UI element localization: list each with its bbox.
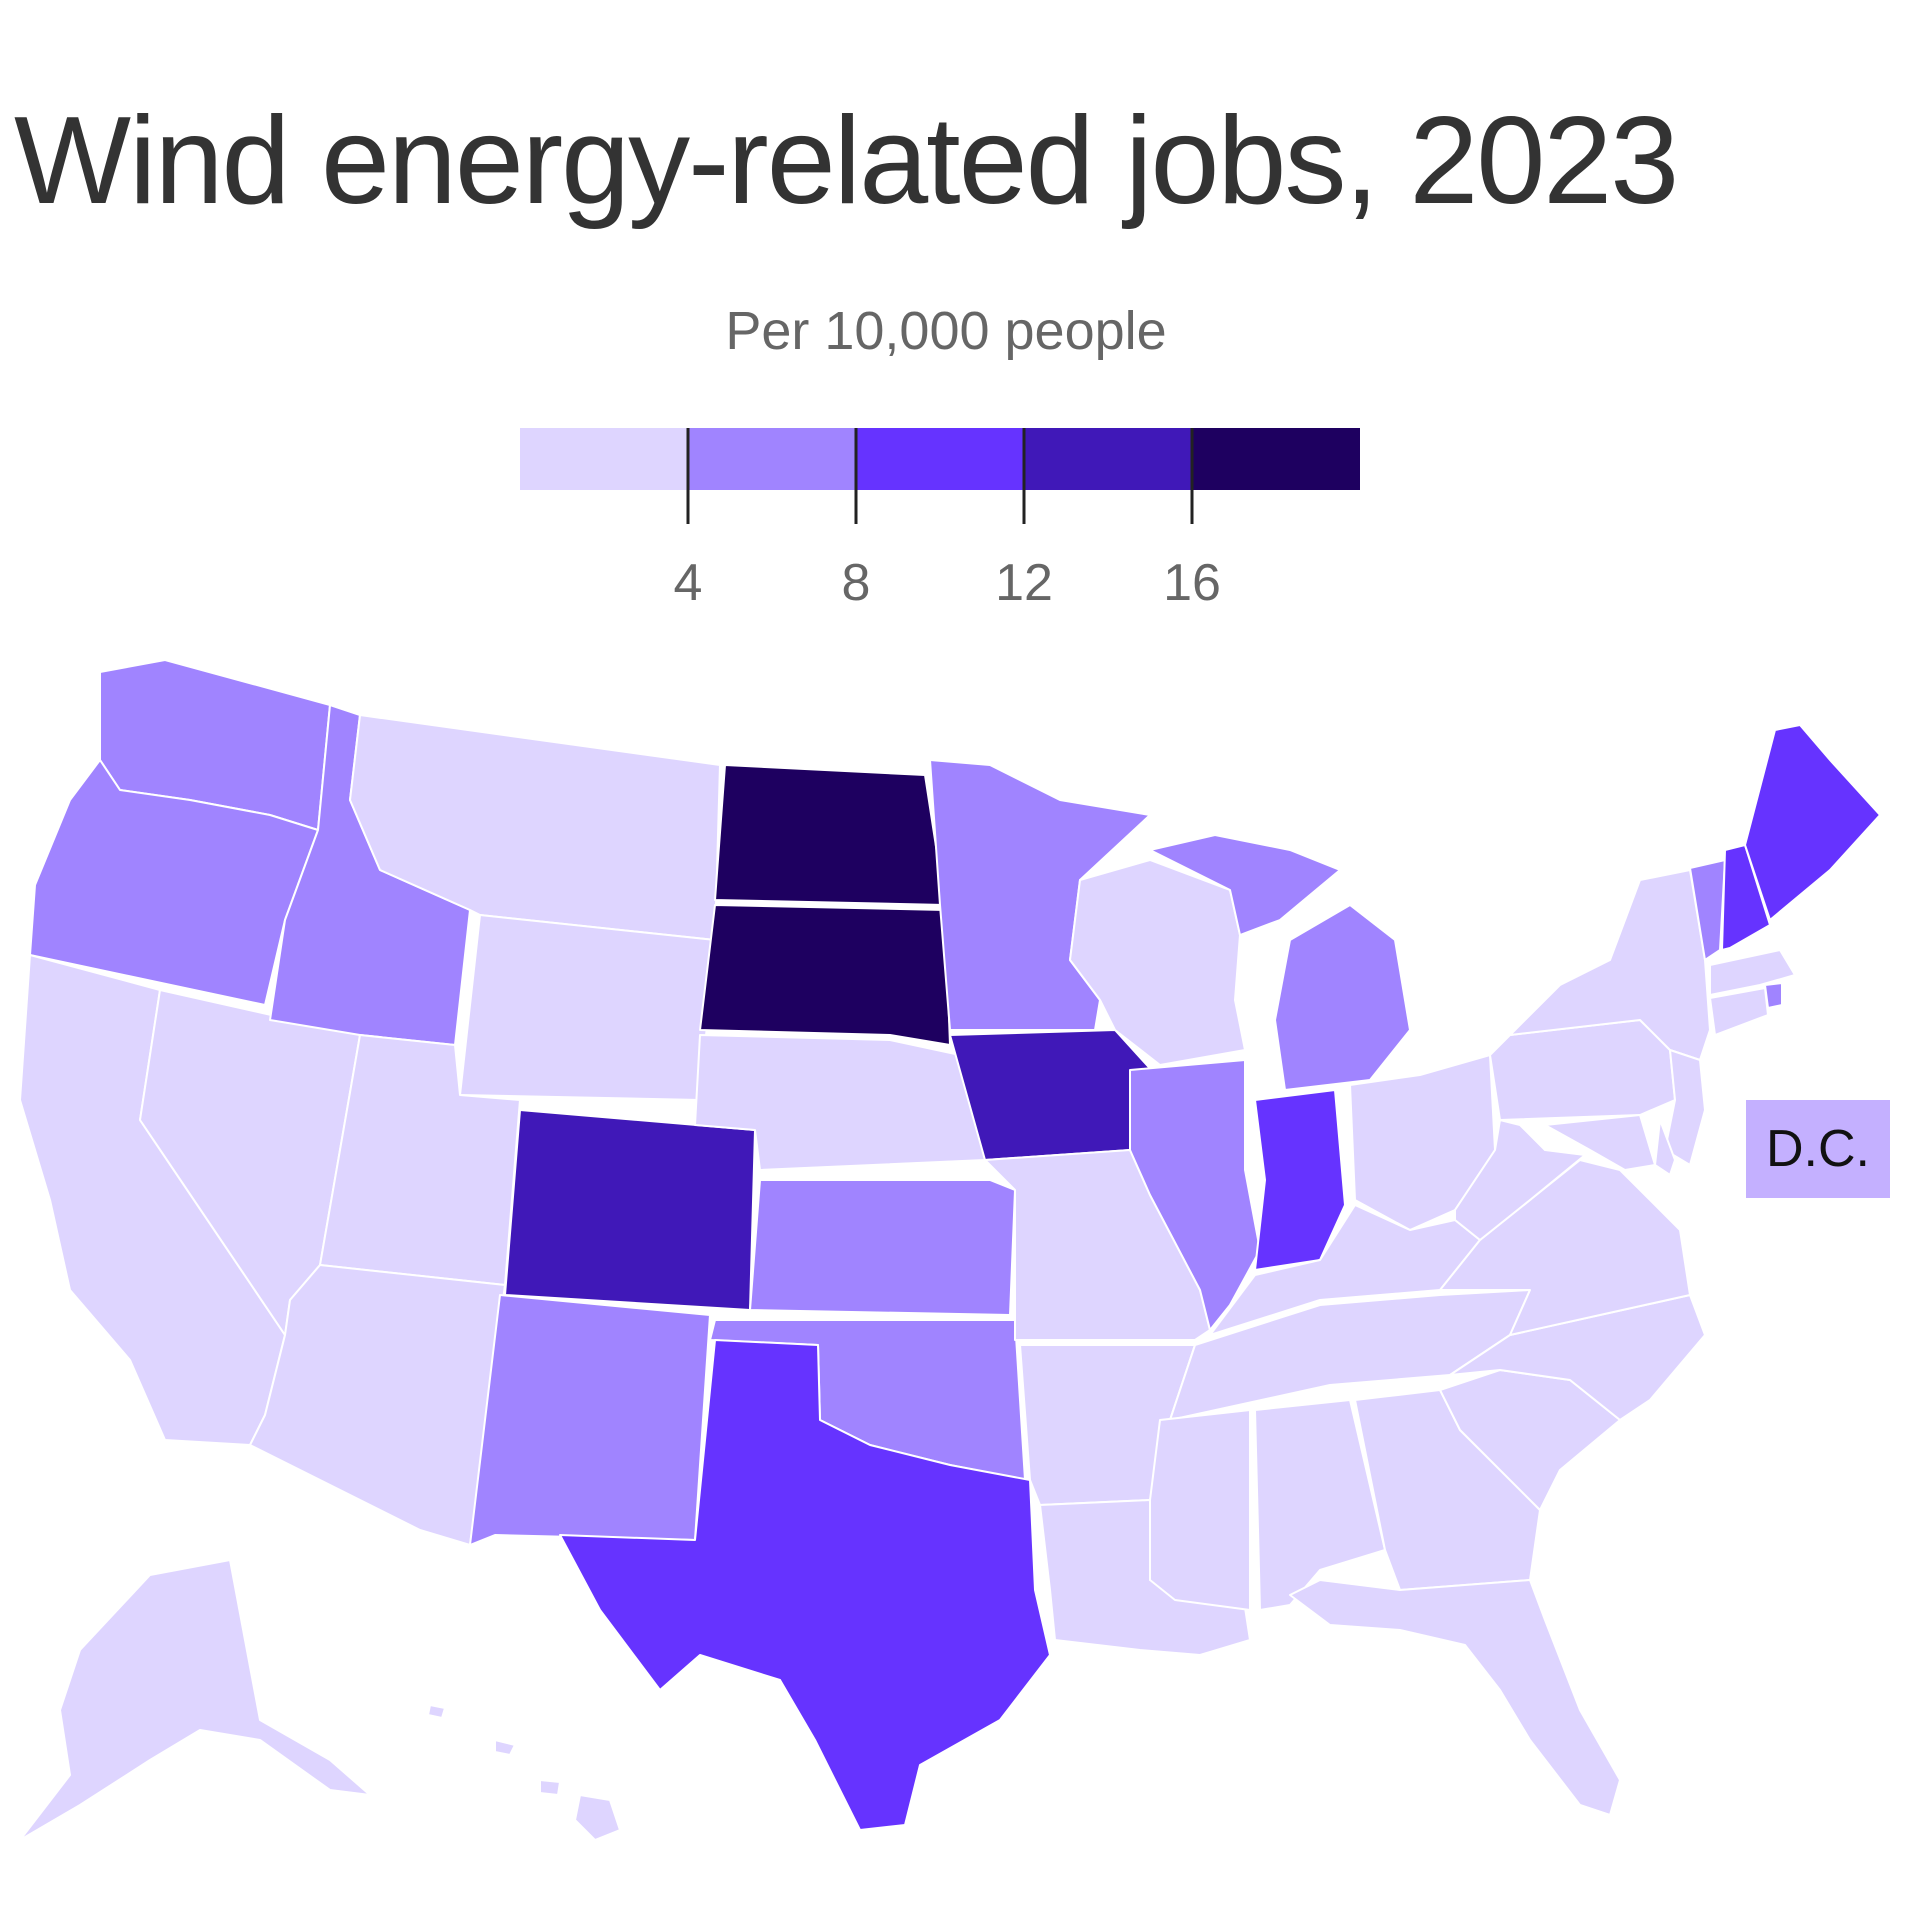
- legend-tick-label: 12: [995, 554, 1053, 612]
- state-me: [1744, 724, 1881, 921]
- state-ma: [1709, 949, 1796, 996]
- state-ak: [19, 1559, 371, 1841]
- state-nd: [714, 764, 946, 906]
- legend-bin-3: [856, 428, 1024, 490]
- state-nm: [469, 1294, 711, 1546]
- legend-subtitle: Per 10,000 people: [725, 301, 1167, 361]
- legend-bin-1: [520, 428, 688, 490]
- state-tx: [559, 1339, 1051, 1831]
- state-il: [1129, 1059, 1261, 1331]
- state-fl: [1289, 1579, 1621, 1816]
- state-vt: [1689, 859, 1726, 961]
- color-legend: 4 8 12 16: [520, 428, 1360, 612]
- legend-bin-5: [1192, 428, 1360, 490]
- state-nh: [1721, 844, 1771, 951]
- state-mt: [349, 714, 721, 941]
- legend-bin-2: [688, 428, 856, 490]
- state-hi: [427, 1704, 621, 1841]
- state-ms: [1149, 1409, 1251, 1611]
- state-co: [504, 1109, 756, 1311]
- legend-tick-label: 16: [1163, 554, 1221, 612]
- legend-tick-label: 4: [674, 554, 703, 612]
- state-de: [1654, 1119, 1676, 1176]
- state-ks: [749, 1179, 1016, 1316]
- state-sd: [699, 904, 951, 1046]
- state-wi: [1069, 859, 1246, 1066]
- state-wy: [459, 914, 716, 1101]
- state-mi: [1149, 834, 1411, 1091]
- state-az: [249, 1264, 506, 1546]
- state-wv: [1454, 1119, 1586, 1241]
- legend-tick-label: 8: [842, 554, 871, 612]
- dc-label: D.C.: [1746, 1100, 1890, 1198]
- state-ne: [694, 1034, 986, 1171]
- chart-title: Wind energy-related jobs, 2023: [14, 92, 1679, 230]
- legend-bin-4: [1024, 428, 1192, 490]
- state-al: [1254, 1399, 1386, 1611]
- state-nj: [1664, 1049, 1706, 1166]
- state-ct: [1709, 987, 1769, 1036]
- state-md: [1544, 1114, 1656, 1171]
